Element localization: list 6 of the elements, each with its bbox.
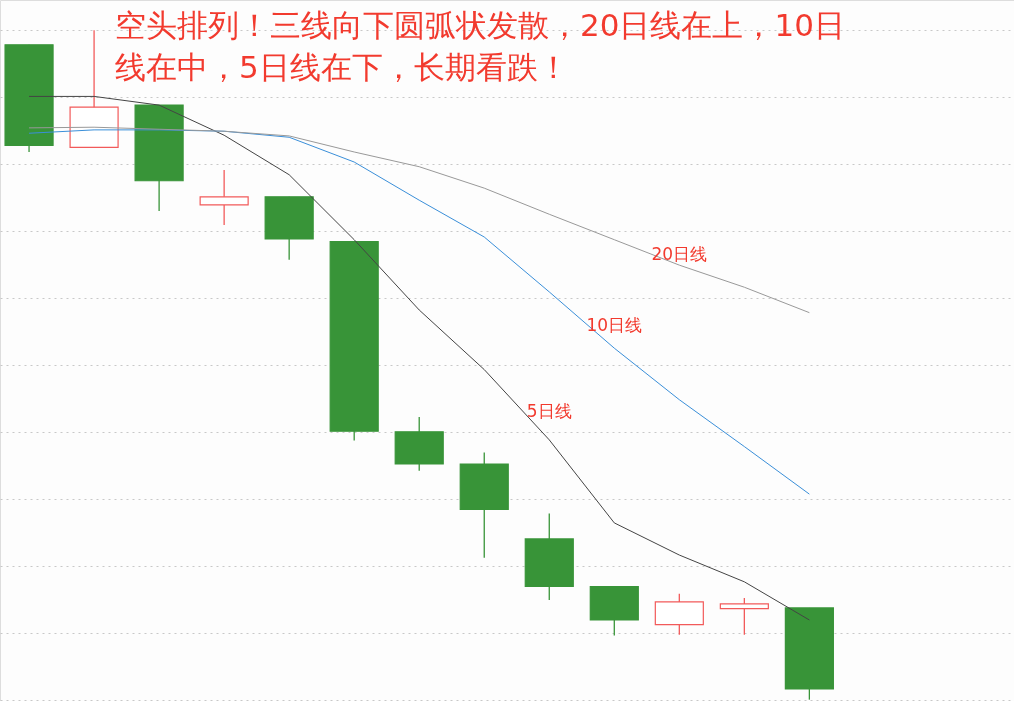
series-label: 20日线	[651, 244, 708, 265]
candlestick	[719, 597, 769, 636]
series-label: 5日线	[526, 400, 572, 421]
series-label: 10日线	[586, 315, 643, 336]
chart-title: 空头排列！三线向下圆弧状发散，20日线在上，10日线在中，5日线在下，长期看跌！	[115, 7, 845, 85]
candlestick	[199, 169, 249, 226]
